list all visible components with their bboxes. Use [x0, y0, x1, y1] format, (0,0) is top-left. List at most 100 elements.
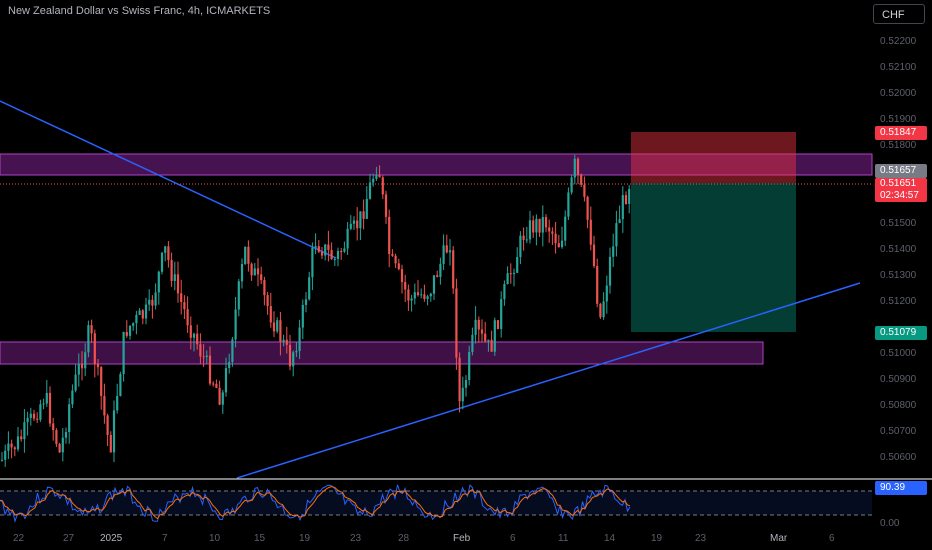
price-label: 0.50600 — [880, 452, 917, 463]
candle-body — [612, 246, 615, 257]
price-label: 0.51300 — [880, 270, 917, 281]
candle-body — [544, 217, 548, 228]
candle-body — [192, 333, 196, 338]
candle-body — [77, 364, 80, 375]
entry-price-tag[interactable]: 0.51657 — [875, 164, 927, 178]
candle-body — [253, 268, 256, 276]
candle-body — [317, 246, 320, 252]
time-label: 2025 — [100, 533, 123, 544]
candle-body — [55, 430, 58, 444]
candle-body — [263, 280, 266, 296]
candle-body — [394, 255, 397, 264]
candle-body — [176, 274, 180, 294]
candle-body — [247, 246, 250, 264]
candle-body — [525, 239, 528, 241]
candle-body — [567, 192, 570, 217]
candle-body — [500, 299, 503, 329]
candle-body — [48, 392, 52, 424]
chart-title: New Zealand Dollar vs Swiss Franc, 4h, I… — [8, 5, 271, 17]
candle-body — [471, 334, 474, 352]
price-label: 0.52000 — [880, 88, 917, 99]
candle-body — [455, 288, 458, 358]
candle-body — [205, 355, 208, 357]
candle-body — [288, 344, 292, 367]
candle-body — [215, 383, 218, 388]
candle-body — [132, 323, 135, 326]
candle-body — [84, 352, 87, 369]
candle-body — [141, 310, 144, 319]
stop-loss-area[interactable] — [631, 132, 796, 183]
candle-body — [71, 390, 74, 405]
candle-body — [234, 309, 237, 340]
candle-body — [538, 218, 541, 233]
candle-body — [407, 289, 410, 301]
candle-body — [426, 296, 429, 299]
candle-body — [372, 178, 375, 183]
candle-body — [346, 228, 349, 249]
candle-body — [164, 246, 167, 253]
take-profit-area[interactable] — [631, 183, 796, 332]
time-label: 6 — [510, 533, 516, 544]
candle-body — [189, 325, 192, 338]
candle-body — [484, 333, 487, 342]
candle-body — [314, 246, 317, 248]
candle-body — [68, 404, 71, 433]
candle-body — [400, 269, 404, 283]
candle-body — [487, 339, 490, 342]
last-price-tag: 0.51651 02:34:57 — [875, 178, 927, 202]
candle-body — [218, 387, 221, 405]
candle-body — [551, 231, 554, 234]
candle-body — [61, 437, 64, 453]
candle-body — [29, 413, 32, 418]
candle-body — [621, 195, 624, 220]
candle-body — [224, 368, 228, 393]
candles — [0, 154, 631, 467]
candle-body — [7, 443, 10, 451]
candle-body — [330, 250, 333, 260]
candle-body — [148, 299, 151, 305]
candle-body — [240, 264, 244, 282]
candle-body — [157, 271, 160, 293]
countdown-timer: 02:34:57 — [880, 190, 919, 201]
time-label: 14 — [604, 533, 616, 544]
currency-button[interactable]: CHF — [873, 4, 925, 24]
candle-body — [64, 432, 68, 438]
price-label: 0.51200 — [880, 296, 917, 307]
stop-price-tag[interactable]: 0.51847 — [875, 126, 927, 140]
candle-body — [592, 244, 596, 267]
time-label: 10 — [209, 533, 221, 544]
down-trendline[interactable] — [0, 100, 337, 259]
candle-body — [340, 250, 343, 252]
supply-zone[interactable] — [0, 153, 873, 176]
candle-body — [391, 254, 394, 256]
candle-body — [378, 175, 381, 178]
candle-body — [416, 292, 420, 296]
demand-zone[interactable] — [0, 341, 764, 365]
candle-body — [452, 250, 455, 289]
candle-body — [154, 292, 157, 306]
time-label: Feb — [453, 533, 471, 544]
candle-body — [39, 404, 42, 420]
candle-body — [244, 246, 247, 265]
candle-body — [352, 220, 356, 224]
candle-body — [74, 374, 77, 391]
candle-body — [615, 223, 618, 247]
candle-body — [208, 355, 212, 384]
candle-body — [493, 320, 496, 352]
candle-body — [557, 243, 560, 248]
candle-body — [228, 362, 231, 369]
candle-body — [138, 310, 141, 315]
candle-body — [596, 266, 599, 304]
candle-body — [320, 251, 324, 256]
candle-body — [327, 244, 330, 251]
candle-body — [324, 244, 327, 256]
target-price-tag[interactable]: 0.51079 — [875, 326, 927, 340]
candle-body — [20, 436, 23, 440]
candle-body — [128, 325, 132, 336]
candle-body — [301, 304, 304, 328]
up-trendline[interactable] — [236, 282, 861, 479]
candle-body — [160, 252, 164, 272]
candle-body — [32, 413, 36, 419]
candle-body — [496, 320, 500, 329]
